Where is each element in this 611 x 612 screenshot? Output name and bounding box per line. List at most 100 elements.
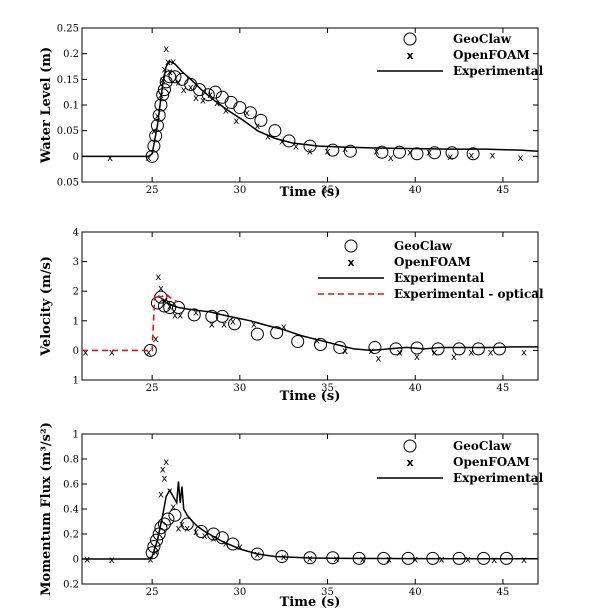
x-tick-label: 45 — [497, 185, 510, 196]
data-point-geoclaw — [268, 124, 282, 138]
legend-label: OpenFOAM — [453, 455, 530, 469]
data-point-openfoam: x — [388, 153, 394, 164]
data-point-openfoam: x — [447, 152, 453, 163]
x-tick-label: 40 — [409, 383, 422, 394]
data-point-openfoam: x — [342, 346, 348, 357]
x-tick-label: 25 — [146, 383, 159, 394]
y-tick-label: 1 — [73, 376, 79, 387]
data-point-openfoam: x — [163, 457, 169, 468]
data-point-openfoam: x — [176, 77, 182, 88]
data-point-openfoam: x — [160, 465, 166, 476]
data-point-geoclaw — [207, 527, 221, 541]
x-tick-label: 30 — [233, 587, 246, 598]
data-point-openfoam: x — [230, 316, 236, 327]
y-tick-label: 0 — [73, 346, 79, 357]
legend-label: Experimental — [394, 271, 485, 285]
data-point-openfoam: x — [414, 352, 420, 363]
data-point-geoclaw — [368, 340, 382, 354]
legend-label: Experimental — [453, 471, 544, 485]
y-tick-label: 0.1 — [63, 101, 79, 112]
legend-label: Experimental — [453, 64, 544, 78]
data-point-geoclaw — [171, 300, 185, 314]
data-point-openfoam: x — [307, 147, 313, 158]
legend-swatch-x: x — [347, 256, 354, 269]
x-tick-label: 30 — [233, 185, 246, 196]
y-tick-label: 1 — [73, 430, 79, 441]
x-axis-label: Time (s) — [280, 595, 341, 610]
data-point-openfoam: x — [451, 352, 457, 363]
data-point-openfoam: x — [368, 346, 374, 357]
legend-label: GeoClaw — [453, 32, 512, 46]
data-point-geoclaw — [254, 113, 268, 127]
legend-label: OpenFOAM — [394, 255, 471, 269]
data-point-openfoam: x — [167, 67, 173, 78]
plot-frame — [81, 231, 539, 381]
data-point-openfoam: x — [432, 347, 438, 358]
data-point-geoclaw — [208, 85, 222, 99]
legend-label: Experimental - optical — [394, 287, 544, 301]
data-point-openfoam: x — [165, 57, 171, 68]
data-point-geoclaw — [326, 143, 340, 157]
x-tick-label: 35 — [321, 587, 334, 598]
y-axis-label: Momentum Flux (m³/s²) — [39, 422, 54, 596]
data-point-openfoam: x — [167, 302, 173, 313]
legend-swatch-circle — [344, 239, 358, 253]
data-point-openfoam: x — [214, 98, 220, 109]
y-tick-label: 0.05 — [57, 126, 79, 137]
data-point-openfoam: x — [151, 126, 157, 137]
data-point-geoclaw — [270, 326, 284, 340]
data-point-openfoam: x — [200, 95, 206, 106]
data-point-openfoam: x — [172, 310, 178, 321]
y-tick-label: 3 — [73, 257, 79, 268]
y-tick-label: 0.2 — [63, 49, 79, 60]
legend-label: GeoClaw — [453, 439, 512, 453]
legend: GeoClaw x OpenFOAM Experimental Experimental… — [318, 239, 544, 301]
data-point-openfoam: x — [84, 555, 90, 566]
data-point-openfoam: x — [161, 65, 167, 76]
data-point-openfoam: x — [176, 523, 182, 534]
y-tick-label: 1 — [73, 316, 79, 327]
data-point-geoclaw — [168, 508, 182, 522]
legend-swatch-x: x — [406, 49, 413, 62]
legend-swatch-circle — [403, 32, 417, 46]
data-point-geoclaw — [452, 342, 466, 356]
legend-label: GeoClaw — [394, 239, 453, 253]
series-line-experimental-optical — [82, 292, 178, 352]
y-tick-label: 0 — [73, 555, 79, 566]
y-tick-label: 0.6 — [63, 480, 79, 491]
data-point-openfoam: x — [244, 108, 250, 119]
data-point-openfoam: x — [170, 502, 176, 513]
data-point-openfoam: x — [254, 550, 260, 561]
data-point-geoclaw — [150, 119, 164, 133]
legend: GeoClaw x OpenFOAM Experimental — [377, 439, 544, 485]
data-point-geoclaw — [205, 309, 219, 323]
data-point-openfoam: x — [426, 148, 432, 159]
data-point-openfoam: x — [237, 542, 243, 553]
x-tick-label: 35 — [321, 383, 334, 394]
y-tick-label: 4 — [73, 228, 79, 239]
data-point-openfoam: x — [179, 520, 185, 531]
data-point-openfoam: x — [521, 555, 527, 566]
data-point-openfoam: x — [465, 555, 471, 566]
data-point-openfoam: x — [396, 347, 402, 358]
data-point-openfoam: x — [184, 523, 190, 534]
data-point-geoclaw — [157, 83, 171, 97]
data-point-geoclaw — [392, 145, 406, 159]
y-tick-label: 0.2 — [63, 580, 79, 591]
data-point-geoclaw — [187, 308, 201, 322]
y-tick-label: 0.05 — [57, 178, 79, 189]
data-point-geoclaw — [428, 146, 442, 160]
data-point-openfoam: x — [325, 147, 331, 158]
data-point-openfoam: x — [491, 555, 497, 566]
legend: GeoClaw x OpenFOAM Experimental — [377, 32, 544, 78]
data-point-openfoam: x — [147, 555, 153, 566]
data-point-openfoam: x — [374, 147, 380, 158]
y-tick-label: 2 — [73, 287, 79, 298]
data-point-geoclaw — [343, 144, 357, 158]
data-point-geoclaw — [194, 525, 208, 538]
data-point-openfoam: x — [181, 85, 187, 96]
legend-swatch-circle — [403, 439, 417, 453]
